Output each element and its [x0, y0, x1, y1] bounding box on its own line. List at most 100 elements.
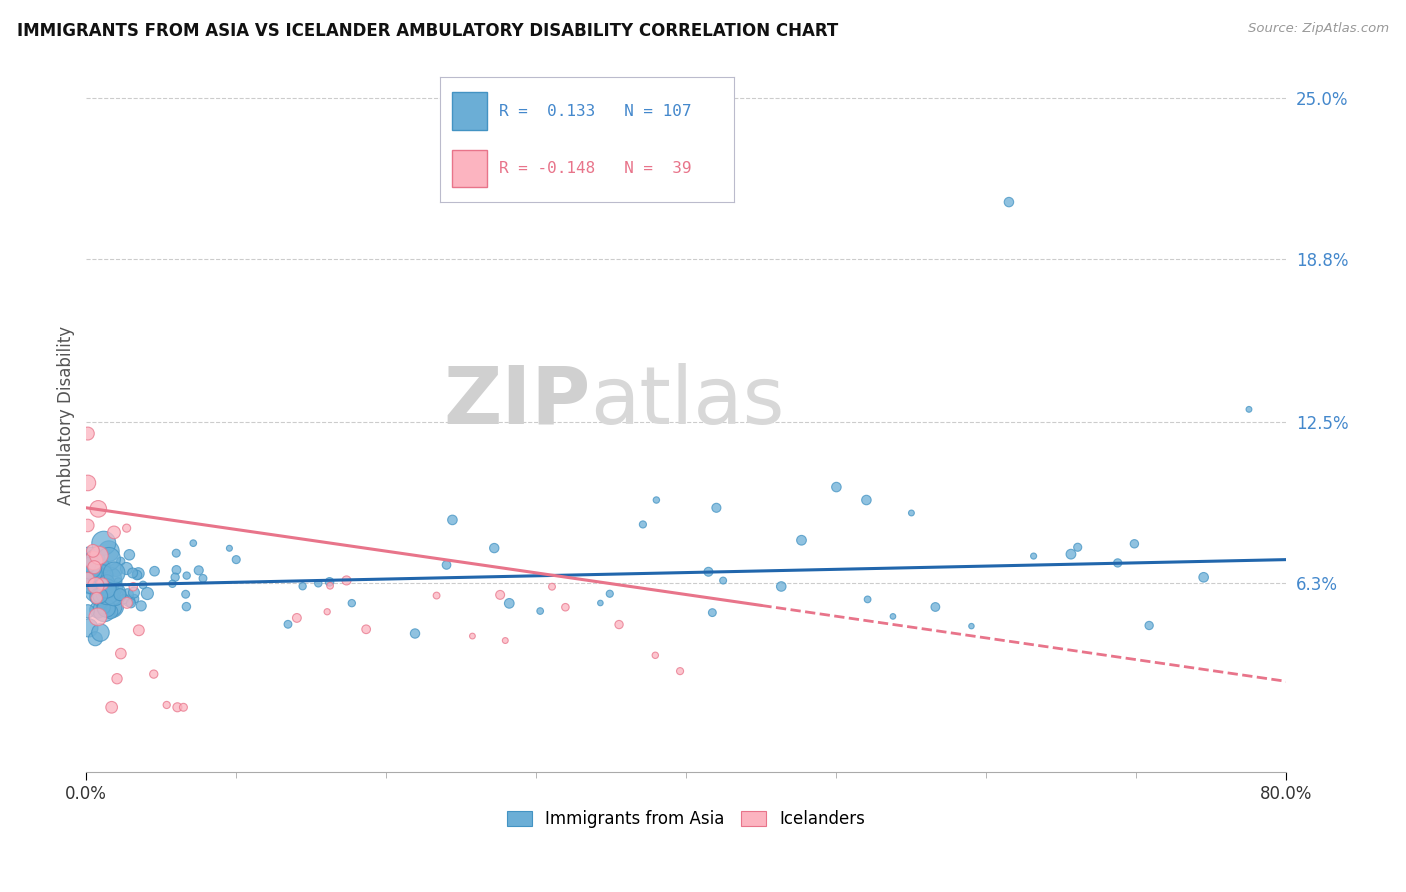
Point: [96, 575, 118, 590]
Point: [89, 625, 111, 640]
Point: [529, 604, 551, 618]
Point: [711, 574, 734, 588]
Text: atlas: atlas: [591, 362, 785, 441]
Point: [87, 603, 110, 617]
Point: [127, 566, 149, 581]
Point: [340, 596, 363, 610]
Point: [307, 576, 329, 591]
Point: [165, 546, 187, 560]
Point: [84, 579, 107, 593]
Point: [77, 577, 100, 591]
Point: [128, 624, 150, 638]
Point: [136, 586, 159, 600]
Point: [770, 579, 793, 593]
Text: ZIP: ZIP: [443, 362, 591, 441]
Point: [77, 621, 100, 635]
Point: [91, 577, 114, 591]
Point: [76, 426, 98, 441]
Point: [218, 541, 240, 556]
Point: [77, 550, 100, 565]
Point: [87, 549, 110, 563]
Point: [882, 609, 904, 624]
Point: [105, 672, 128, 686]
Point: [125, 568, 148, 582]
Point: [335, 574, 357, 588]
Point: [105, 563, 128, 577]
Y-axis label: Ambulatory Disability: Ambulatory Disability: [58, 326, 75, 506]
Point: [96, 601, 118, 615]
Point: [89, 589, 111, 603]
Point: [494, 633, 516, 648]
Point: [84, 583, 107, 598]
Point: [87, 501, 110, 516]
Point: [156, 698, 179, 712]
Point: [83, 554, 105, 568]
Point: [103, 587, 125, 601]
Text: IMMIGRANTS FROM ASIA VS ICELANDER AMBULATORY DISABILITY CORRELATION CHART: IMMIGRANTS FROM ASIA VS ICELANDER AMBULA…: [17, 22, 838, 40]
Point: [83, 553, 105, 567]
Point: [277, 617, 299, 632]
Point: [96, 587, 118, 601]
Point: [162, 576, 184, 591]
Point: [607, 617, 630, 632]
Point: [187, 563, 209, 577]
Point: [83, 560, 105, 574]
Point: [96, 582, 118, 596]
Point: [100, 586, 122, 600]
Point: [489, 588, 512, 602]
Point: [122, 580, 145, 594]
Point: [112, 592, 135, 607]
Point: [83, 566, 105, 580]
Point: [108, 588, 131, 602]
Point: [426, 589, 449, 603]
Point: [900, 506, 922, 520]
Point: [93, 559, 115, 574]
Point: [117, 587, 139, 601]
Point: [87, 610, 110, 624]
Point: [825, 480, 848, 494]
Point: [120, 596, 142, 610]
Point: [84, 632, 107, 646]
Point: [110, 647, 132, 661]
Point: [404, 626, 426, 640]
Point: [174, 587, 197, 601]
Point: [702, 606, 724, 620]
Point: [855, 493, 877, 508]
Point: [441, 513, 464, 527]
Point: [1123, 537, 1146, 551]
Text: Source: ZipAtlas.com: Source: ZipAtlas.com: [1249, 22, 1389, 36]
Point: [87, 562, 110, 576]
Point: [93, 603, 115, 617]
Point: [104, 581, 127, 595]
Point: [98, 572, 121, 586]
Point: [960, 619, 983, 633]
Point: [118, 548, 141, 562]
Point: [176, 599, 198, 614]
Point: [77, 475, 100, 490]
Point: [115, 521, 138, 535]
Point: [76, 571, 98, 585]
Point: [599, 587, 621, 601]
Point: [291, 579, 314, 593]
Point: [484, 541, 506, 555]
Point: [436, 558, 458, 572]
Point: [589, 596, 612, 610]
Point: [498, 596, 520, 610]
Point: [318, 574, 340, 589]
Point: [76, 604, 98, 618]
Point: [1067, 541, 1090, 555]
Point: [124, 591, 146, 606]
Point: [285, 611, 308, 625]
Point: [1107, 556, 1129, 570]
Point: [319, 579, 342, 593]
Point: [165, 563, 187, 577]
Point: [354, 622, 377, 636]
Point: [1137, 618, 1160, 632]
Point: [76, 518, 98, 533]
Point: [82, 544, 104, 558]
Point: [541, 580, 564, 594]
Point: [697, 565, 720, 579]
Point: [100, 700, 122, 714]
Point: [77, 558, 100, 572]
Point: [80, 578, 103, 592]
